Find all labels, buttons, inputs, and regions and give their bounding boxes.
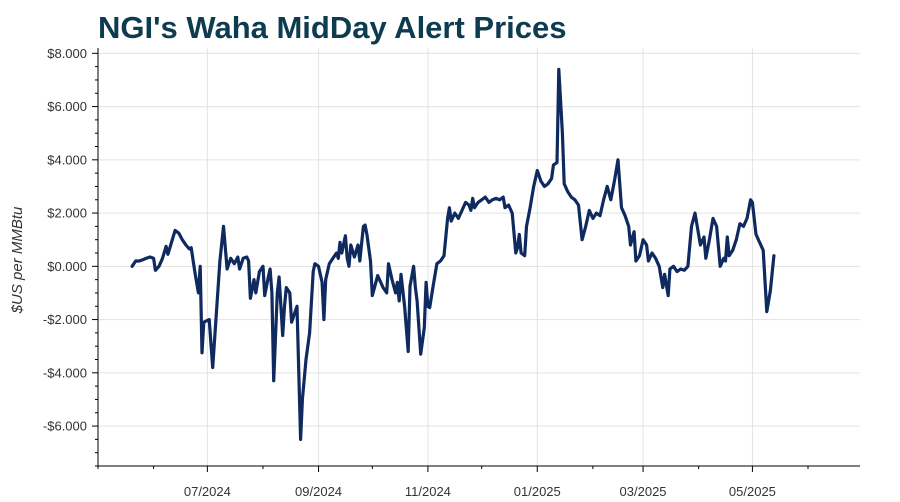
y-tick-label: $0.000 [47, 259, 87, 274]
x-tick-label: 09/2024 [295, 484, 342, 499]
chart-title: NGI's Waha MidDay Alert Prices [98, 10, 567, 45]
y-tick-label: -$4.000 [43, 365, 87, 380]
x-tick-label: 03/2025 [620, 484, 667, 499]
series-line [130, 67, 776, 441]
y-tick-label: -$2.000 [43, 312, 87, 327]
axes: $8.000 $6.000 $4.000 $2.000 $0.000 -$2.000 -$4… [43, 46, 860, 499]
y-tick-label: $8.000 [47, 46, 87, 61]
x-tick-label: 07/2024 [184, 484, 231, 499]
x-tick-label: 05/2025 [729, 484, 776, 499]
y-tick-label: $4.000 [47, 152, 87, 167]
x-tick-label: 11/2024 [405, 484, 451, 499]
y-tick-label: -$6.000 [43, 419, 87, 434]
series-layer [130, 67, 776, 441]
y-tick-label: $6.000 [47, 99, 87, 114]
x-tick-label: 01/2025 [514, 484, 561, 499]
y-tick-label: $2.000 [47, 206, 87, 221]
grid-lines [98, 48, 860, 466]
y-axis-label: $US per MMBtu [9, 206, 26, 314]
